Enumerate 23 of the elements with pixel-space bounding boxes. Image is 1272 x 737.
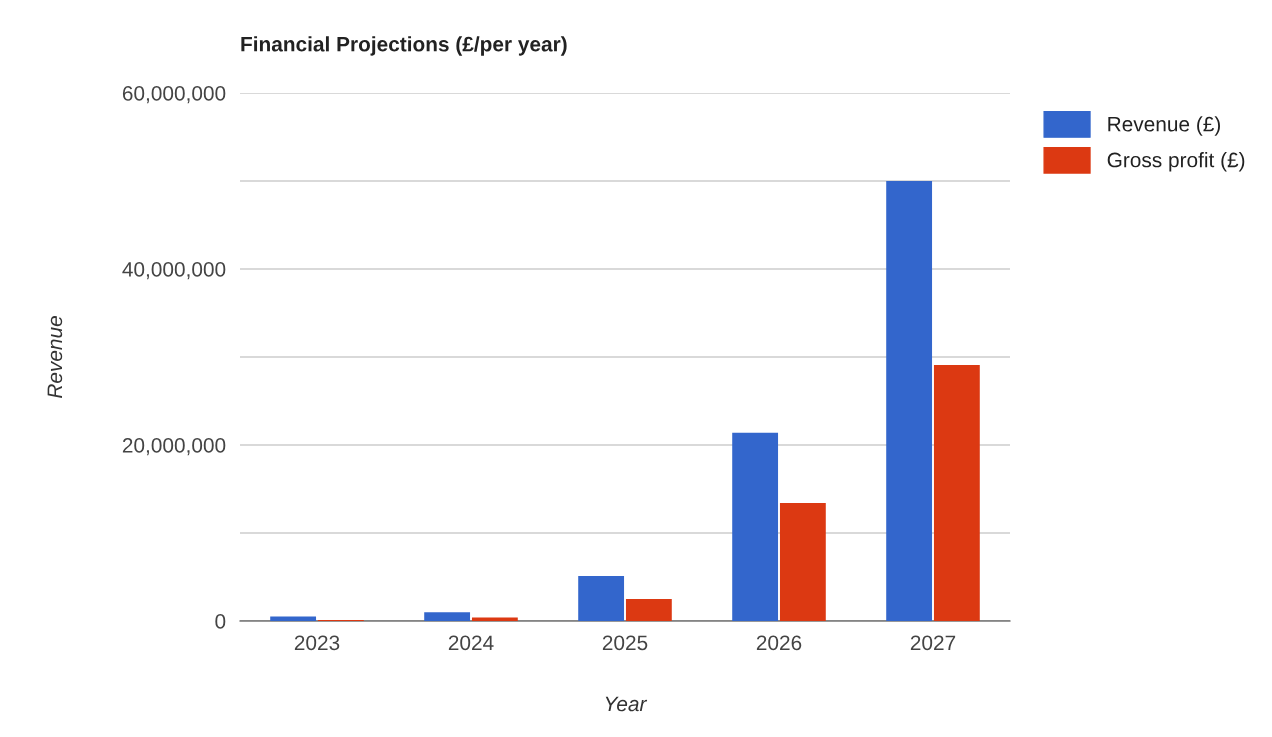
- x-tick-label: 2025: [602, 635, 648, 651]
- bar: [578, 576, 625, 621]
- bar: [471, 617, 518, 621]
- bar: [424, 612, 471, 621]
- y-tick-label: 60,000,000: [122, 86, 226, 104]
- y-axis-title: Revenue: [47, 316, 63, 399]
- x-tick-label: 2024: [448, 635, 494, 651]
- bar: [779, 503, 826, 621]
- x-tick-label: 2026: [756, 635, 802, 651]
- chart-title: Financial Projections (£/per year): [241, 36, 567, 56]
- y-tick-label: 20,000,000: [122, 438, 226, 456]
- bar: [886, 181, 933, 621]
- x-axis-title: Year: [605, 696, 648, 712]
- bar: [933, 364, 980, 621]
- y-tick-label: 40,000,000: [122, 262, 226, 280]
- bar: [270, 616, 317, 621]
- x-tick-label: 2027: [910, 635, 956, 651]
- bar: [625, 599, 672, 621]
- bar: [732, 432, 779, 621]
- legend-label: Gross profit (£): [1107, 152, 1245, 172]
- y-tick-label: 0: [215, 614, 226, 629]
- legend-label: Revenue (£): [1108, 116, 1220, 136]
- x-tick-label: 2023: [294, 635, 340, 651]
